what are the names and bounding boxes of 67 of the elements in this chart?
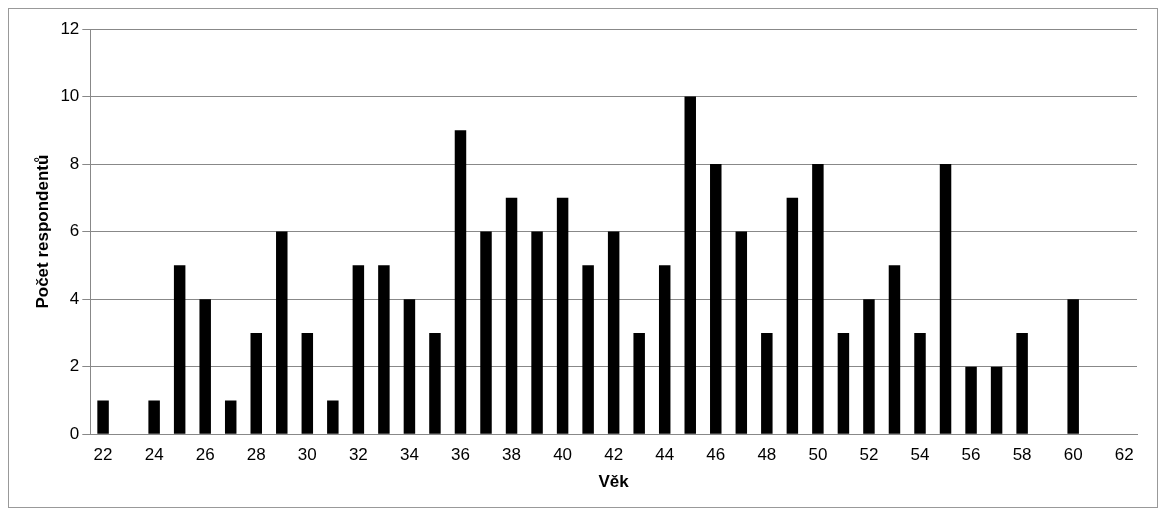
bar [327,400,339,434]
bar [429,332,441,434]
x-tick-label: 50 [808,445,828,465]
bar [505,197,518,434]
x-tick-label: 36 [451,445,470,465]
bar [173,265,186,434]
bar [735,231,748,434]
x-tick-label: 60 [1063,445,1083,465]
x-tick-label: 24 [144,445,164,465]
bar [990,366,1003,434]
x-tick-label: 22 [93,445,113,465]
bar [684,96,696,434]
x-tick-label: 58 [1012,445,1032,465]
y-tick-label: 2 [69,356,80,376]
x-tick-label: 40 [553,445,573,465]
bar [1016,332,1028,434]
bar [786,197,799,434]
bar [148,400,160,434]
x-axis-title: Věk [598,472,630,492]
bar [607,231,620,434]
x-tick-label: 32 [348,445,368,465]
bar [939,164,952,434]
bar [710,164,722,434]
x-tick-label: 28 [246,445,266,465]
bar [480,231,492,434]
bar [1067,299,1079,434]
x-tick-label: 44 [655,445,675,465]
bar [250,332,262,434]
bar [761,332,773,434]
y-tick-label: 0 [69,423,80,443]
bar [454,130,467,434]
bar [199,299,211,434]
y-tick-label: 12 [60,18,80,38]
bar [863,299,875,434]
bar [352,265,365,434]
bar [378,265,390,434]
bar [301,332,314,434]
y-tick-label: 8 [69,153,80,173]
x-tick-label: 46 [706,445,726,465]
x-tick-label: 54 [910,445,930,465]
bar [531,231,543,434]
bar [556,197,569,434]
x-tick-label: 34 [399,445,419,465]
bar [224,400,237,434]
bar [276,231,288,434]
y-tick-label: 10 [60,86,80,106]
x-tick-label: 52 [859,445,879,465]
bar [812,164,824,434]
y-tick-label: 4 [69,288,80,308]
x-tick-label: 56 [961,445,981,465]
bar [837,332,850,434]
bar [888,265,901,434]
x-tick-label: 62 [1114,445,1134,465]
bar [97,400,109,434]
bar [403,299,416,434]
x-tick-label: 26 [195,445,215,465]
bar [965,366,977,434]
x-tick-label: 30 [297,445,317,465]
x-tick-label: 48 [757,445,777,465]
bar [914,332,926,434]
x-tick-label: 38 [502,445,521,465]
x-tick-label: 42 [604,445,624,465]
y-tick-label: 6 [69,221,80,241]
bar [658,265,671,434]
y-axis-title: Počet respondentů [32,154,52,309]
bar [582,265,594,434]
bar [633,332,645,434]
